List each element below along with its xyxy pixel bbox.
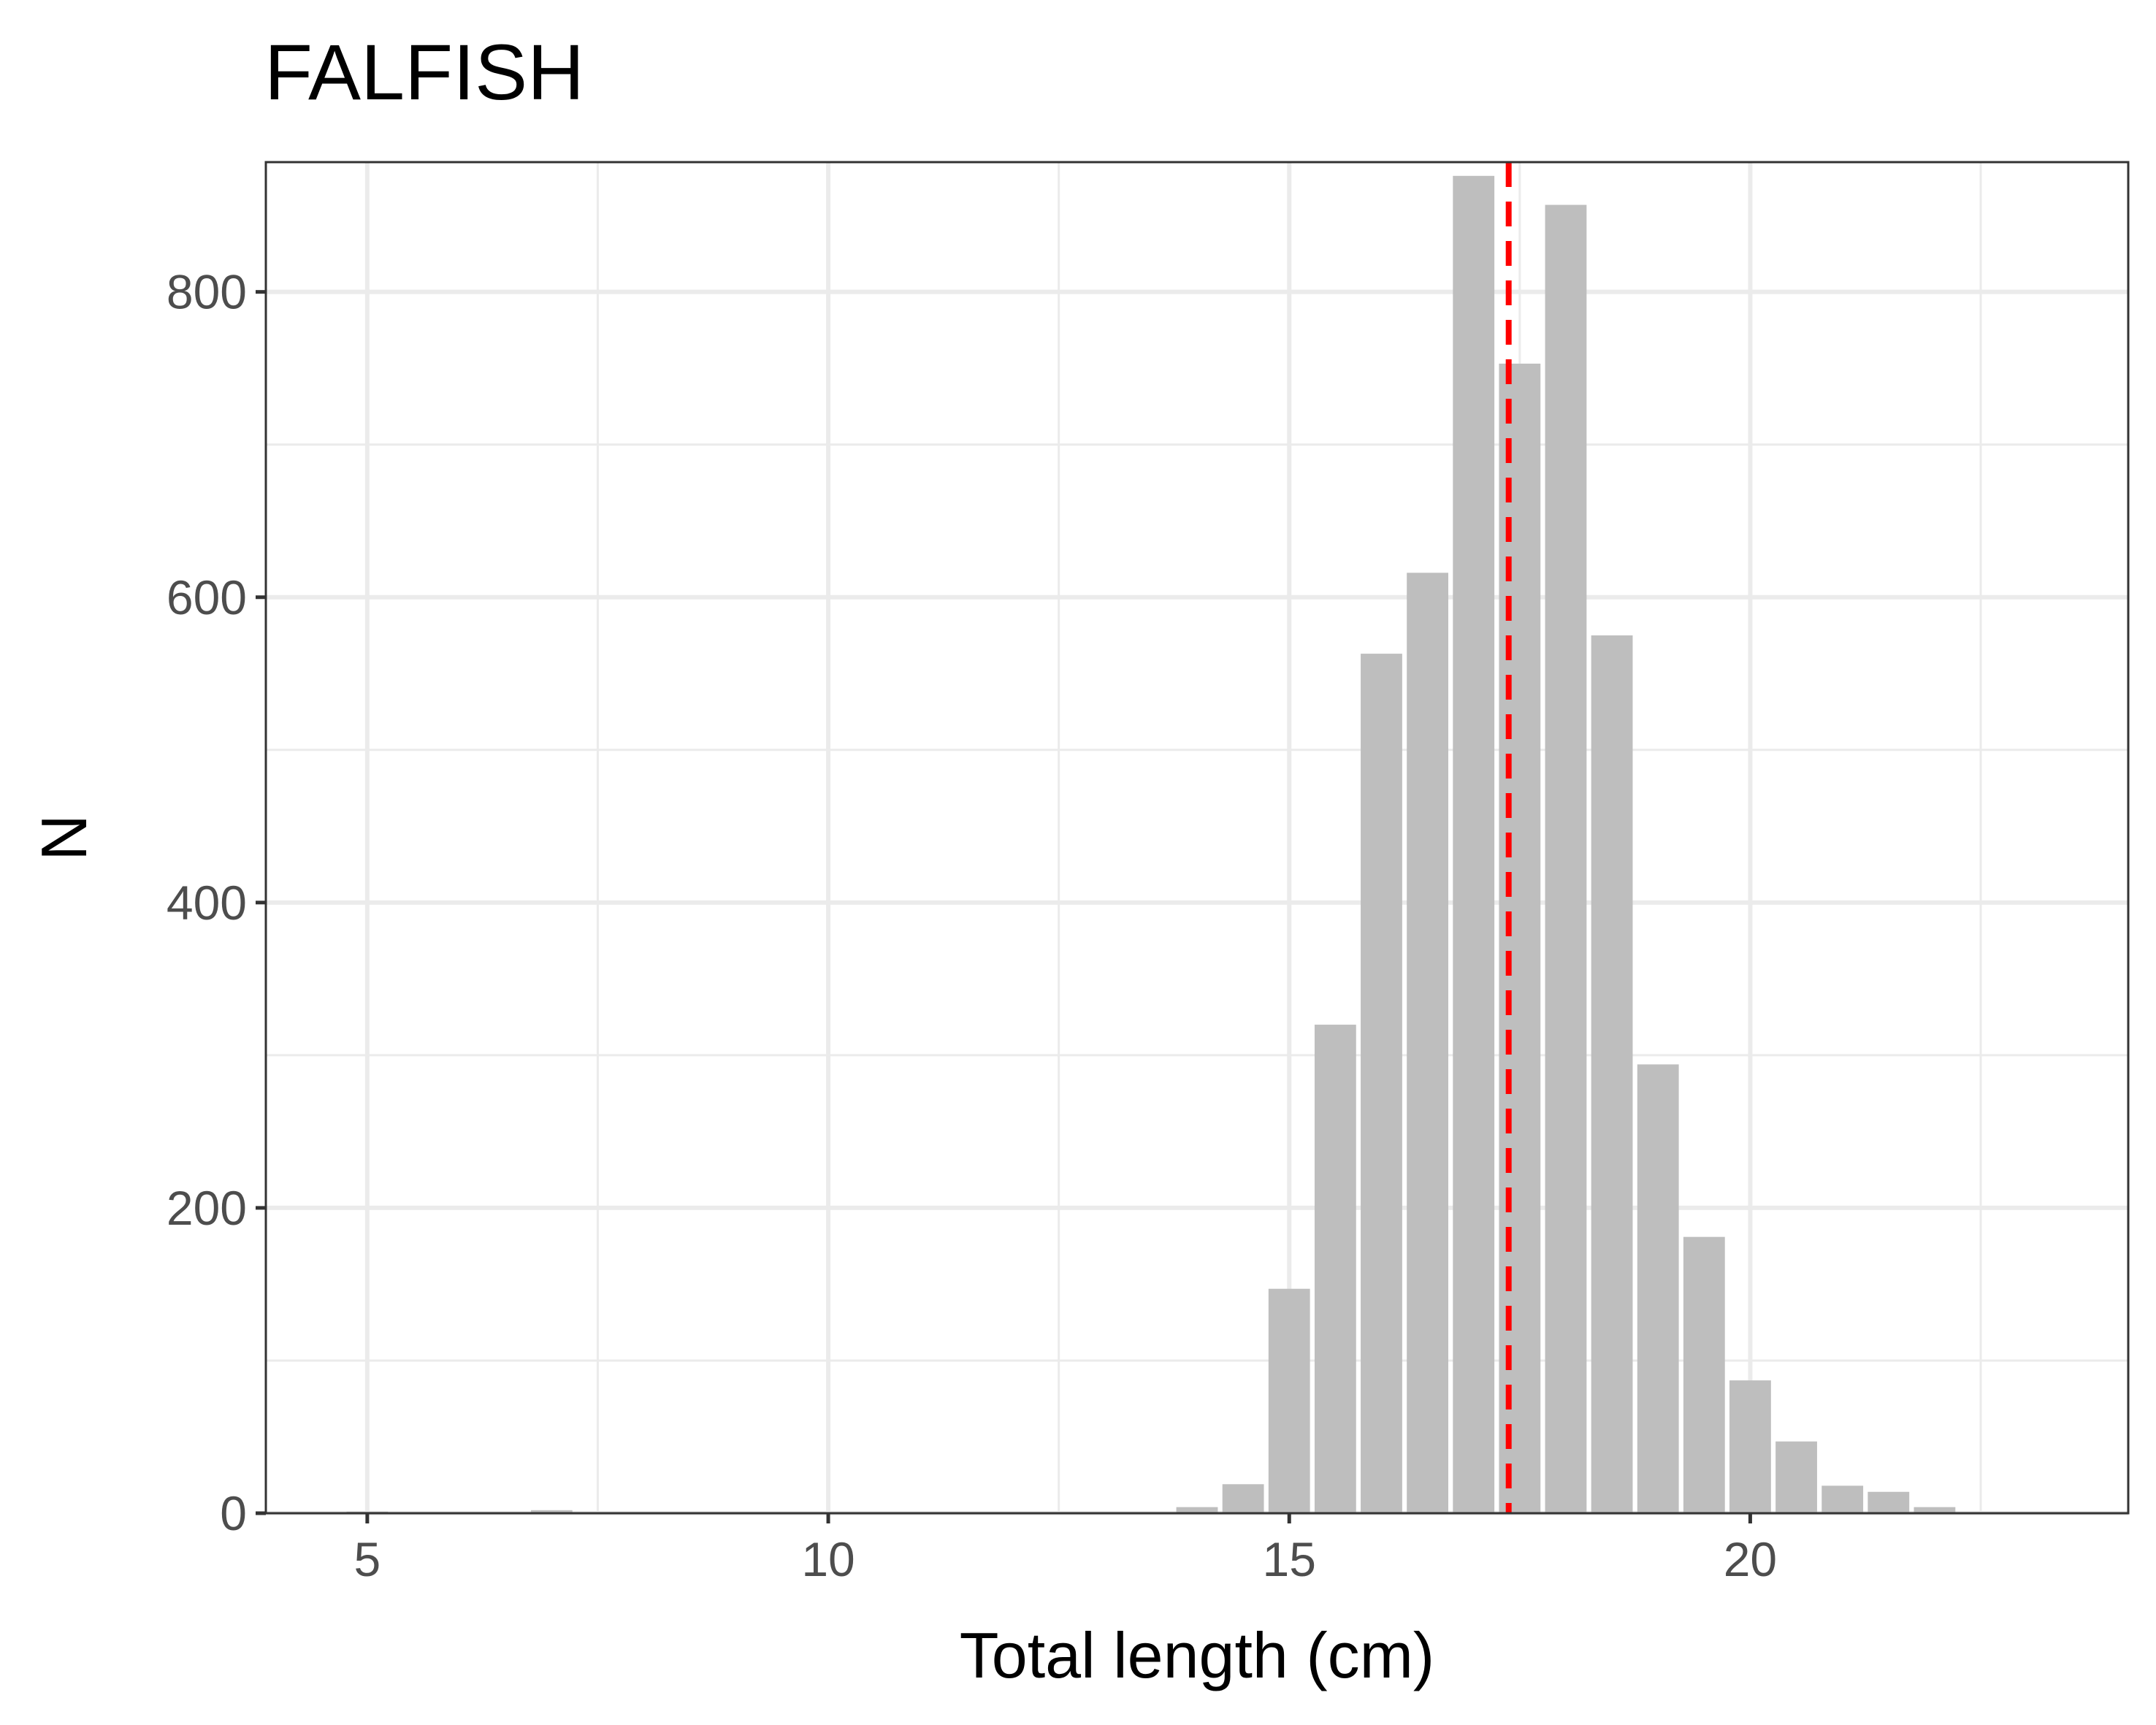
histogram-bar: [1591, 635, 1633, 1513]
histogram-bar: [1361, 654, 1402, 1513]
x-axis: 5 10 15 20: [354, 1513, 1777, 1586]
histogram-bar: [1868, 1491, 1910, 1513]
grid-lines: [266, 162, 2128, 1515]
histogram-bar: [1222, 1484, 1264, 1513]
x-tick-label: 5: [354, 1532, 381, 1586]
x-axis-title: Total length (cm): [960, 1619, 1434, 1691]
x-tick-label: 10: [801, 1532, 855, 1586]
histogram-bar: [1176, 1507, 1218, 1513]
y-axis: 0 200 400 600 800: [167, 265, 266, 1540]
panel-border: [264, 161, 2130, 1515]
y-tick-label: 200: [167, 1181, 247, 1235]
histogram-bar: [1407, 573, 1448, 1513]
histogram-bar: [1314, 1025, 1356, 1513]
histogram-bar: [1683, 1236, 1725, 1513]
histogram-bar: [1545, 204, 1587, 1514]
histogram-bar: [1914, 1507, 1956, 1513]
y-tick-label: 0: [220, 1486, 247, 1540]
histogram-bar: [1268, 1288, 1310, 1513]
histogram-bars: [346, 175, 1956, 1514]
histogram-bar: [1637, 1064, 1679, 1513]
histogram-bar: [1821, 1485, 1864, 1513]
y-axis-title: N: [28, 814, 100, 861]
y-tick-label: 400: [167, 876, 247, 930]
y-tick-label: 800: [167, 265, 247, 319]
y-tick-label: 600: [167, 570, 247, 624]
x-tick-label: 15: [1263, 1532, 1316, 1586]
x-tick-label: 20: [1724, 1532, 1777, 1586]
histogram-bar: [1775, 1441, 1817, 1513]
chart-title: FALFISH: [264, 28, 584, 116]
histogram-bar: [1453, 175, 1495, 1513]
histogram-bar: [1499, 363, 1541, 1514]
histogram-bar: [1729, 1380, 1771, 1513]
histogram-bar: [530, 1510, 573, 1513]
